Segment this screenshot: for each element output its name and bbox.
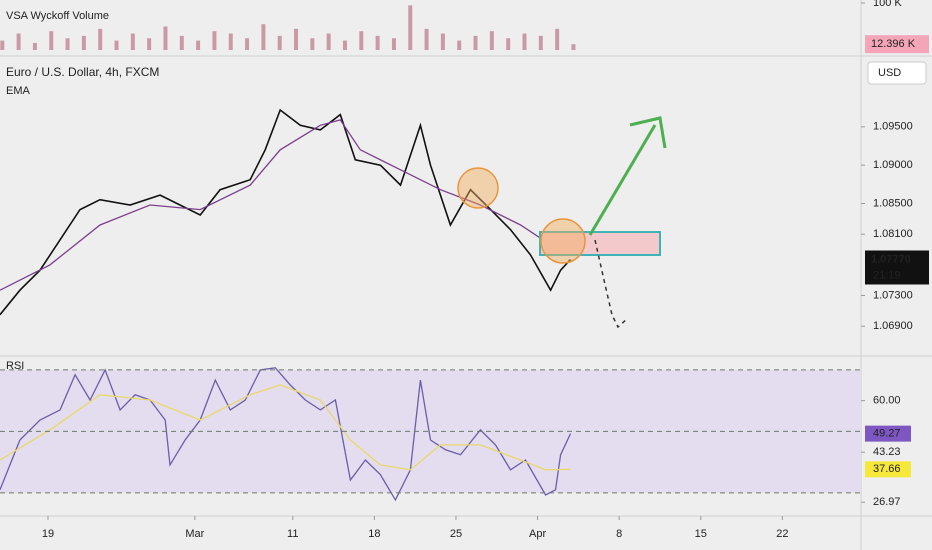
y-tick-label: 100 K bbox=[873, 0, 902, 9]
volume-bar bbox=[391, 38, 396, 50]
currency[interactable]: USD bbox=[878, 67, 901, 79]
volume-bar bbox=[32, 42, 37, 50]
volume-bar bbox=[571, 44, 576, 50]
down-path bbox=[594, 239, 629, 329]
zone-box bbox=[539, 231, 661, 256]
volume-bar bbox=[375, 35, 380, 50]
series-line bbox=[0, 384, 571, 471]
volume-bar bbox=[408, 5, 413, 51]
volume-bar bbox=[522, 33, 527, 50]
volume-bar bbox=[261, 24, 266, 50]
volume-bar bbox=[342, 40, 347, 50]
volume-bar bbox=[0, 40, 5, 50]
volume-bar bbox=[49, 31, 54, 50]
volume-bar bbox=[310, 38, 315, 50]
y-tick-label: 1.08500 bbox=[873, 197, 913, 209]
x-tick-label: Apr bbox=[529, 528, 546, 540]
volume-bar bbox=[294, 28, 299, 50]
last-value-box bbox=[865, 250, 929, 285]
y-tick-label: 1.07300 bbox=[873, 289, 913, 301]
volume-bar bbox=[228, 33, 233, 50]
countdown: 21:19 bbox=[873, 269, 901, 281]
x-tick-label: 22 bbox=[776, 528, 788, 540]
currency-button[interactable] bbox=[867, 61, 927, 85]
x-tick-label: Mar bbox=[185, 528, 204, 540]
volume-bar bbox=[440, 33, 445, 50]
volume-bar bbox=[555, 28, 560, 50]
x-tick-label: 11 bbox=[287, 528, 298, 540]
y-tick-label: 60.00 bbox=[873, 395, 901, 407]
x-tick-label: 25 bbox=[450, 528, 462, 540]
y-tick-label: 1.09000 bbox=[873, 159, 913, 171]
volume-bar bbox=[245, 38, 250, 50]
x-tick-label: 8 bbox=[616, 528, 622, 540]
y-tick-label: 26.97 bbox=[873, 496, 901, 508]
y-tick-label: 1.06900 bbox=[873, 320, 913, 332]
rsi-band bbox=[0, 369, 861, 493]
symbol-title: Euro / U.S. Dollar, 4h, FXCM bbox=[6, 65, 159, 79]
last-value-box bbox=[865, 35, 929, 54]
x-tick-label: 19 bbox=[42, 528, 54, 540]
volume-bar bbox=[81, 35, 86, 50]
last-value: 49.27 bbox=[873, 428, 901, 440]
x-tick-label: 15 bbox=[695, 528, 707, 540]
volume-bar bbox=[424, 28, 429, 50]
drawings bbox=[457, 116, 667, 329]
volume-bar bbox=[506, 38, 511, 50]
volume-bar bbox=[16, 33, 21, 50]
volume-bar bbox=[179, 35, 184, 50]
volume-bar bbox=[457, 40, 462, 50]
series-line bbox=[0, 119, 571, 291]
volume-bar bbox=[65, 38, 70, 50]
last-value: 37.66 bbox=[873, 463, 901, 475]
volume-title: VSA Wyckoff Volume bbox=[6, 10, 109, 22]
volume-bar bbox=[163, 26, 168, 50]
up-arrow-head bbox=[629, 116, 667, 149]
volume-bar bbox=[114, 40, 119, 50]
highlight-circle bbox=[457, 167, 499, 209]
volume-bar bbox=[538, 35, 543, 50]
last-value-box bbox=[865, 461, 911, 478]
y-tick-label: 1.08100 bbox=[873, 228, 913, 240]
x-tick-label: 18 bbox=[368, 528, 380, 540]
highlight-circle bbox=[540, 218, 586, 264]
y-tick-label: 43.23 bbox=[873, 446, 901, 458]
volume-bar bbox=[98, 28, 103, 50]
last-value-box bbox=[865, 425, 911, 442]
last-value: 1.07770 bbox=[871, 253, 911, 265]
series-line bbox=[0, 367, 572, 502]
volume-bar bbox=[359, 31, 364, 50]
volume-bar bbox=[147, 38, 152, 50]
volume-bar bbox=[130, 33, 135, 50]
up-arrow bbox=[588, 124, 657, 236]
volume-bar bbox=[489, 31, 494, 50]
volume-bar bbox=[326, 33, 331, 50]
indicator-title: EMA bbox=[6, 85, 31, 97]
y-tick-label: 1.09500 bbox=[873, 121, 913, 133]
rsi-title: RSI bbox=[6, 360, 24, 372]
volume-bar bbox=[277, 35, 282, 50]
volume-bar bbox=[196, 40, 201, 50]
volume-bar bbox=[212, 31, 217, 50]
volume-bar bbox=[473, 35, 478, 50]
last-value: 12.396 K bbox=[871, 38, 916, 50]
